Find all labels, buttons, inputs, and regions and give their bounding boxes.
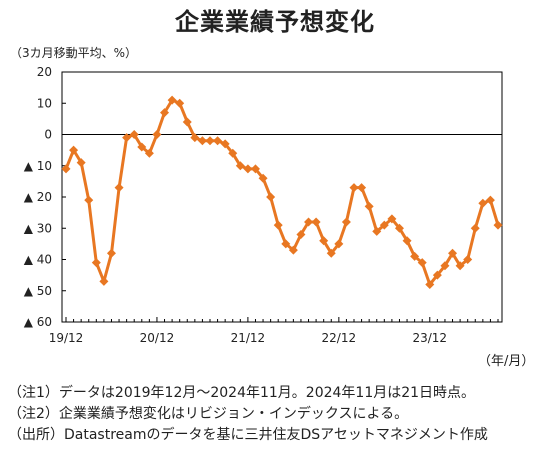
data-point <box>213 136 223 146</box>
y-tick-label: ▲ 40 <box>24 253 52 267</box>
data-point <box>394 223 404 233</box>
data-point <box>129 130 139 139</box>
data-point <box>281 239 291 249</box>
data-point <box>114 183 124 193</box>
y-tick-label: ▲ 10 <box>24 159 52 173</box>
line-chart: 20 10 0 ▲ 10 ▲ 20 ▲ 30 ▲ 40 ▲ 50 ▲ 60 19/12 20/12… <box>24 65 503 345</box>
data-point <box>273 220 283 230</box>
data-series <box>61 95 503 289</box>
data-point <box>432 270 442 280</box>
data-point <box>137 142 147 152</box>
y-tick-label: 10 <box>37 96 52 110</box>
data-point <box>61 164 71 174</box>
data-point <box>250 164 260 174</box>
data-point <box>349 183 359 193</box>
x-tick-label: 19/12 <box>49 331 84 345</box>
data-point <box>357 183 367 193</box>
y-axis-label: （3カ月移動平均、%） <box>10 46 138 60</box>
data-point <box>493 220 503 230</box>
y-tick-label: 0 <box>44 128 52 142</box>
data-point <box>190 133 200 143</box>
y-tick-label: 20 <box>37 65 52 79</box>
data-point <box>410 251 420 261</box>
data-point <box>463 255 473 264</box>
data-point <box>379 220 389 230</box>
data-point <box>334 239 344 249</box>
data-point <box>448 248 458 258</box>
data-point <box>106 248 116 258</box>
data-point <box>69 145 79 155</box>
note-1: （注1）データは2019年12月～2024年11月。2024年11月は21日時点… <box>8 385 476 401</box>
data-point <box>122 133 132 143</box>
data-point <box>387 214 397 224</box>
y-tick-label: ▲ 20 <box>24 190 52 204</box>
data-point <box>266 192 276 202</box>
data-point <box>311 217 321 227</box>
x-tick-label: 22/12 <box>322 331 357 345</box>
data-point <box>417 258 427 268</box>
data-point <box>455 261 465 271</box>
data-point <box>440 261 450 271</box>
series-line <box>64 98 500 286</box>
y-tick-labels: 20 10 0 ▲ 10 ▲ 20 ▲ 30 ▲ 40 ▲ 50 ▲ 60 <box>24 65 52 329</box>
data-point <box>91 258 101 268</box>
data-point <box>144 148 154 158</box>
data-point <box>485 195 495 205</box>
y-tick-label: ▲ 50 <box>24 284 52 298</box>
chart-axes <box>61 71 503 323</box>
note-source: （出所）Datastreamのデータを基に三井住友DSアセットマネジメント作成 <box>8 427 488 443</box>
data-point <box>288 245 298 255</box>
data-point <box>326 248 336 258</box>
data-point <box>372 226 382 236</box>
data-point <box>402 236 412 246</box>
x-tick-label: 20/12 <box>140 331 175 345</box>
data-point <box>243 164 253 174</box>
x-tick-labels: 19/12 20/12 21/12 22/12 23/12 <box>49 331 447 345</box>
data-point <box>76 158 86 168</box>
x-tick-label: 21/12 <box>231 331 266 345</box>
data-point <box>84 195 94 205</box>
footnotes: （注1）データは2019年12月～2024年11月。2024年11月は21日時点… <box>8 383 488 446</box>
data-point <box>470 223 480 233</box>
plot-frame <box>61 71 503 323</box>
x-axis-unit-label: （年/月） <box>478 354 535 369</box>
data-point <box>296 230 306 239</box>
data-point <box>220 139 230 149</box>
data-point <box>205 136 215 146</box>
data-point <box>258 173 268 183</box>
data-point <box>197 136 207 146</box>
y-tick-label: ▲ 30 <box>24 221 52 235</box>
data-point <box>478 198 488 208</box>
data-point <box>341 217 351 227</box>
y-tick-label: ▲ 60 <box>24 315 52 329</box>
x-tick-label: 23/12 <box>412 331 447 345</box>
data-point <box>175 98 185 108</box>
data-point <box>425 280 435 289</box>
data-point <box>235 161 245 171</box>
data-point <box>304 217 314 227</box>
data-point <box>182 117 192 127</box>
note-2: （注2）企業業績予想変化はリビジョン・インデックスによる。 <box>8 406 409 422</box>
data-point <box>160 108 170 118</box>
data-point <box>228 148 238 158</box>
data-point <box>364 201 374 211</box>
data-point <box>167 95 177 105</box>
data-point <box>152 130 162 139</box>
chart-title: 企業業績予想変化 <box>175 8 375 36</box>
data-point <box>319 236 329 246</box>
data-point <box>99 276 109 286</box>
